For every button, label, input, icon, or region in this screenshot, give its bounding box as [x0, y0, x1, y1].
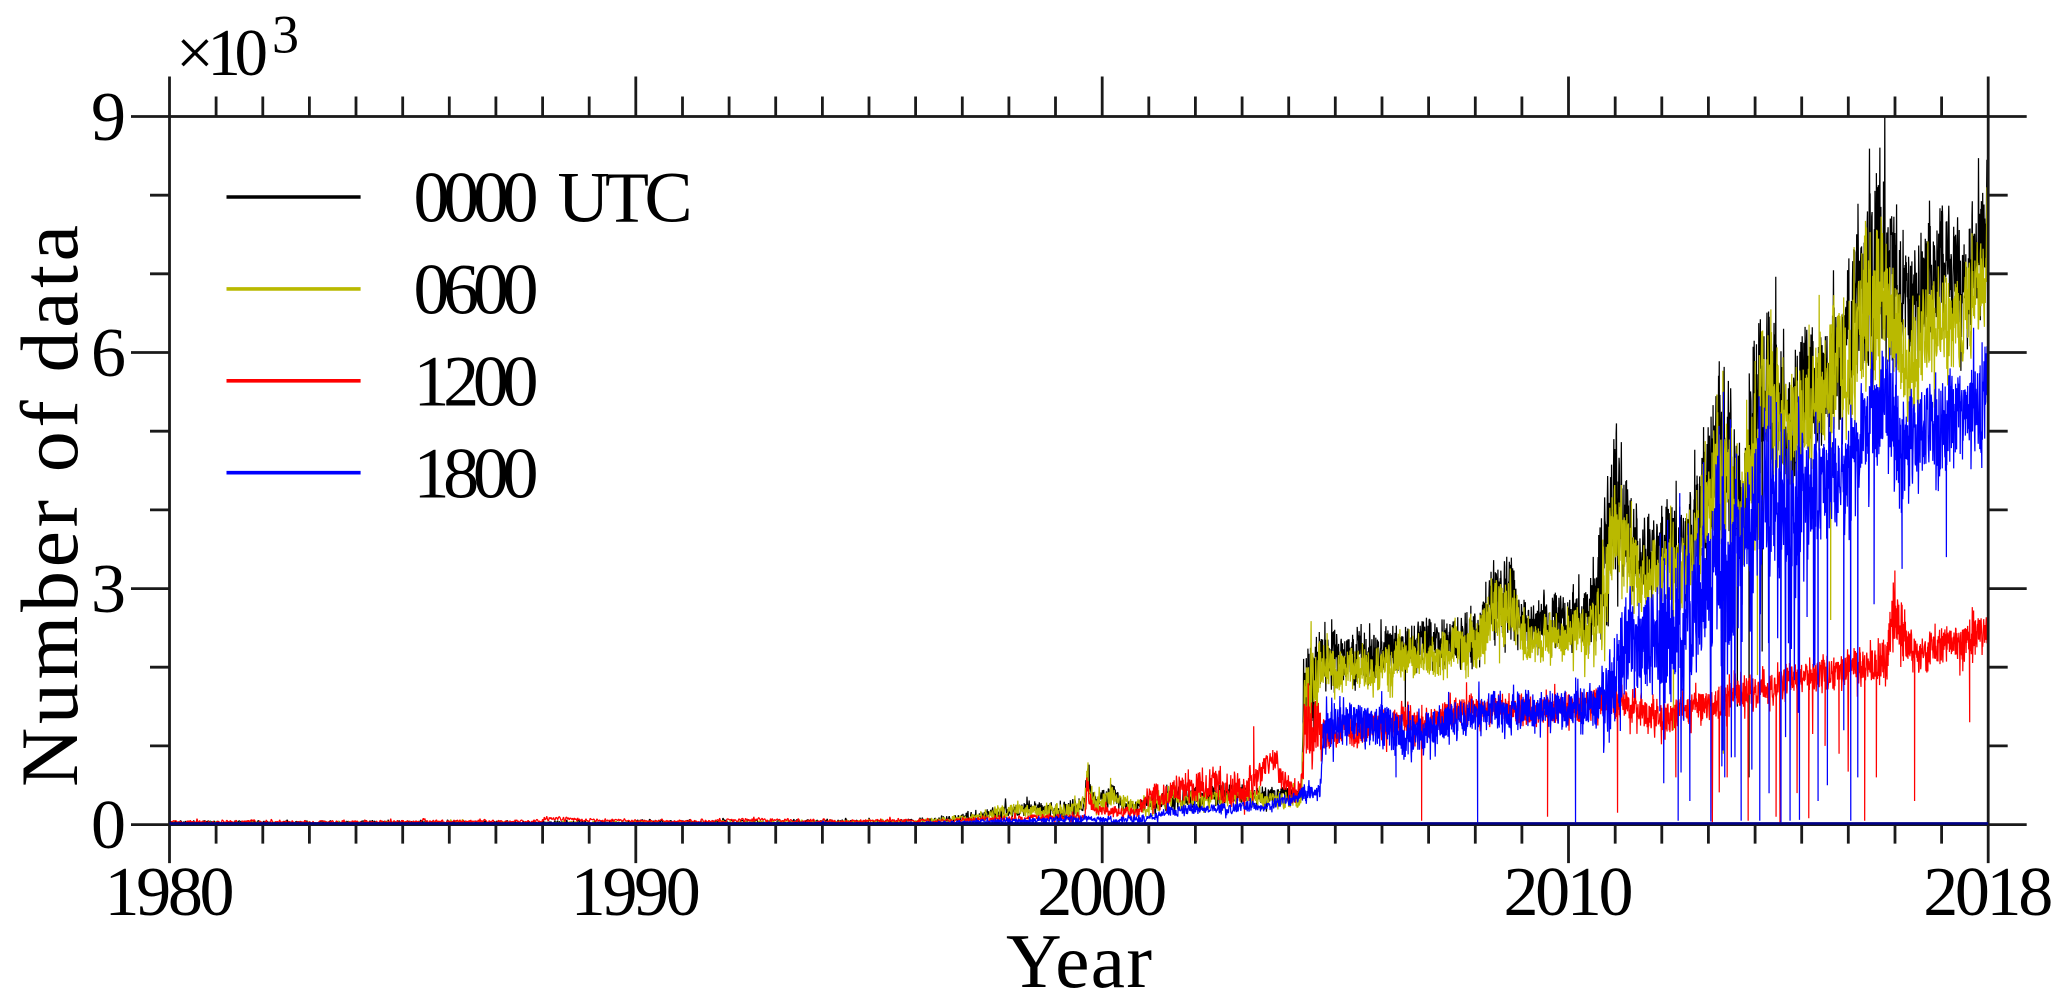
svg-text:2010: 2010: [1504, 854, 1634, 931]
svg-text:0: 0: [91, 787, 126, 864]
svg-text:Year: Year: [1006, 918, 1152, 1004]
svg-text:1800: 1800: [414, 433, 539, 513]
svg-text:1990: 1990: [571, 854, 701, 931]
svg-text:2018: 2018: [1923, 854, 2053, 931]
svg-text:3: 3: [272, 5, 299, 65]
svg-text:1200: 1200: [414, 342, 539, 422]
svg-text:3: 3: [91, 551, 126, 628]
svg-text:Number of data: Number of data: [4, 225, 95, 787]
svg-text:×10: ×10: [176, 16, 268, 90]
svg-text:0000: 0000: [414, 158, 539, 238]
svg-text:6: 6: [91, 315, 126, 392]
svg-text:2000: 2000: [1037, 854, 1167, 931]
svg-text:0600: 0600: [414, 250, 539, 330]
svg-text:UTC: UTC: [558, 158, 693, 238]
svg-text:1980: 1980: [105, 854, 235, 931]
svg-text:9: 9: [91, 79, 126, 156]
